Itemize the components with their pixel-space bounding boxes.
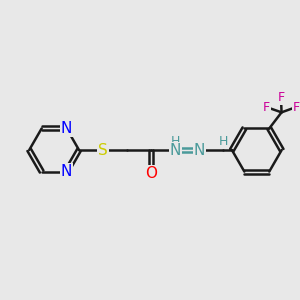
Text: H: H [170,135,180,148]
Text: H: H [218,135,228,148]
Text: O: O [145,166,157,181]
Text: N: N [194,142,205,158]
Text: F: F [263,100,270,114]
Text: F: F [292,100,300,114]
Text: N: N [61,121,72,136]
Text: N: N [169,142,181,158]
Text: S: S [98,142,108,158]
Text: N: N [61,164,72,179]
Text: F: F [278,91,284,104]
